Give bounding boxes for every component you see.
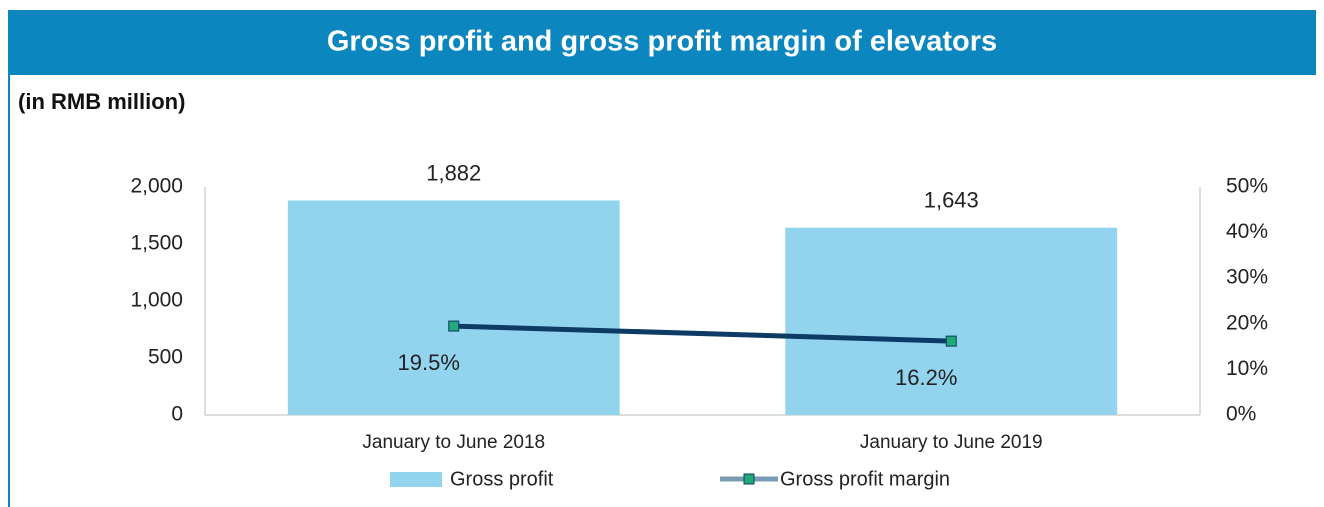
y-tick-label: 1,000 [130, 289, 183, 312]
bar-value-label: 1,643 [924, 188, 979, 213]
chart-subtitle: (in RMB million) [18, 89, 185, 114]
y2-tick-label: 20% [1226, 311, 1268, 334]
y2-tick-label: 0% [1226, 403, 1256, 426]
y-tick-label: 500 [148, 346, 183, 369]
line [453, 323, 952, 344]
y-tick-label: 2,000 [130, 175, 183, 198]
y-tick-label: 0 [171, 403, 183, 426]
chart-title: Gross profit and gross profit margin of … [327, 26, 997, 58]
line-marker [448, 320, 460, 332]
y2-tick-label: 40% [1226, 220, 1268, 243]
bar-value-label: 1,882 [426, 160, 481, 185]
legend-label: Gross profit [450, 468, 554, 490]
legend-swatch [390, 472, 442, 487]
y2-tick-label: 30% [1226, 266, 1268, 289]
bar [287, 200, 620, 415]
line-marker [945, 335, 957, 347]
title-bar [8, 10, 1316, 75]
line-value-label: 19.5% [398, 350, 460, 375]
x-tick-label: January to June 2018 [362, 432, 545, 453]
x-tick-label: January to June 2019 [860, 432, 1043, 453]
y2-tick-label: 10% [1226, 357, 1268, 380]
y2-tick-label: 50% [1226, 175, 1268, 198]
y-tick-label: 1,500 [130, 232, 183, 255]
bar [785, 227, 1118, 415]
legend-label: Gross profit margin [780, 468, 950, 490]
line-value-label: 16.2% [895, 365, 957, 390]
legend-swatch-marker [743, 473, 755, 485]
